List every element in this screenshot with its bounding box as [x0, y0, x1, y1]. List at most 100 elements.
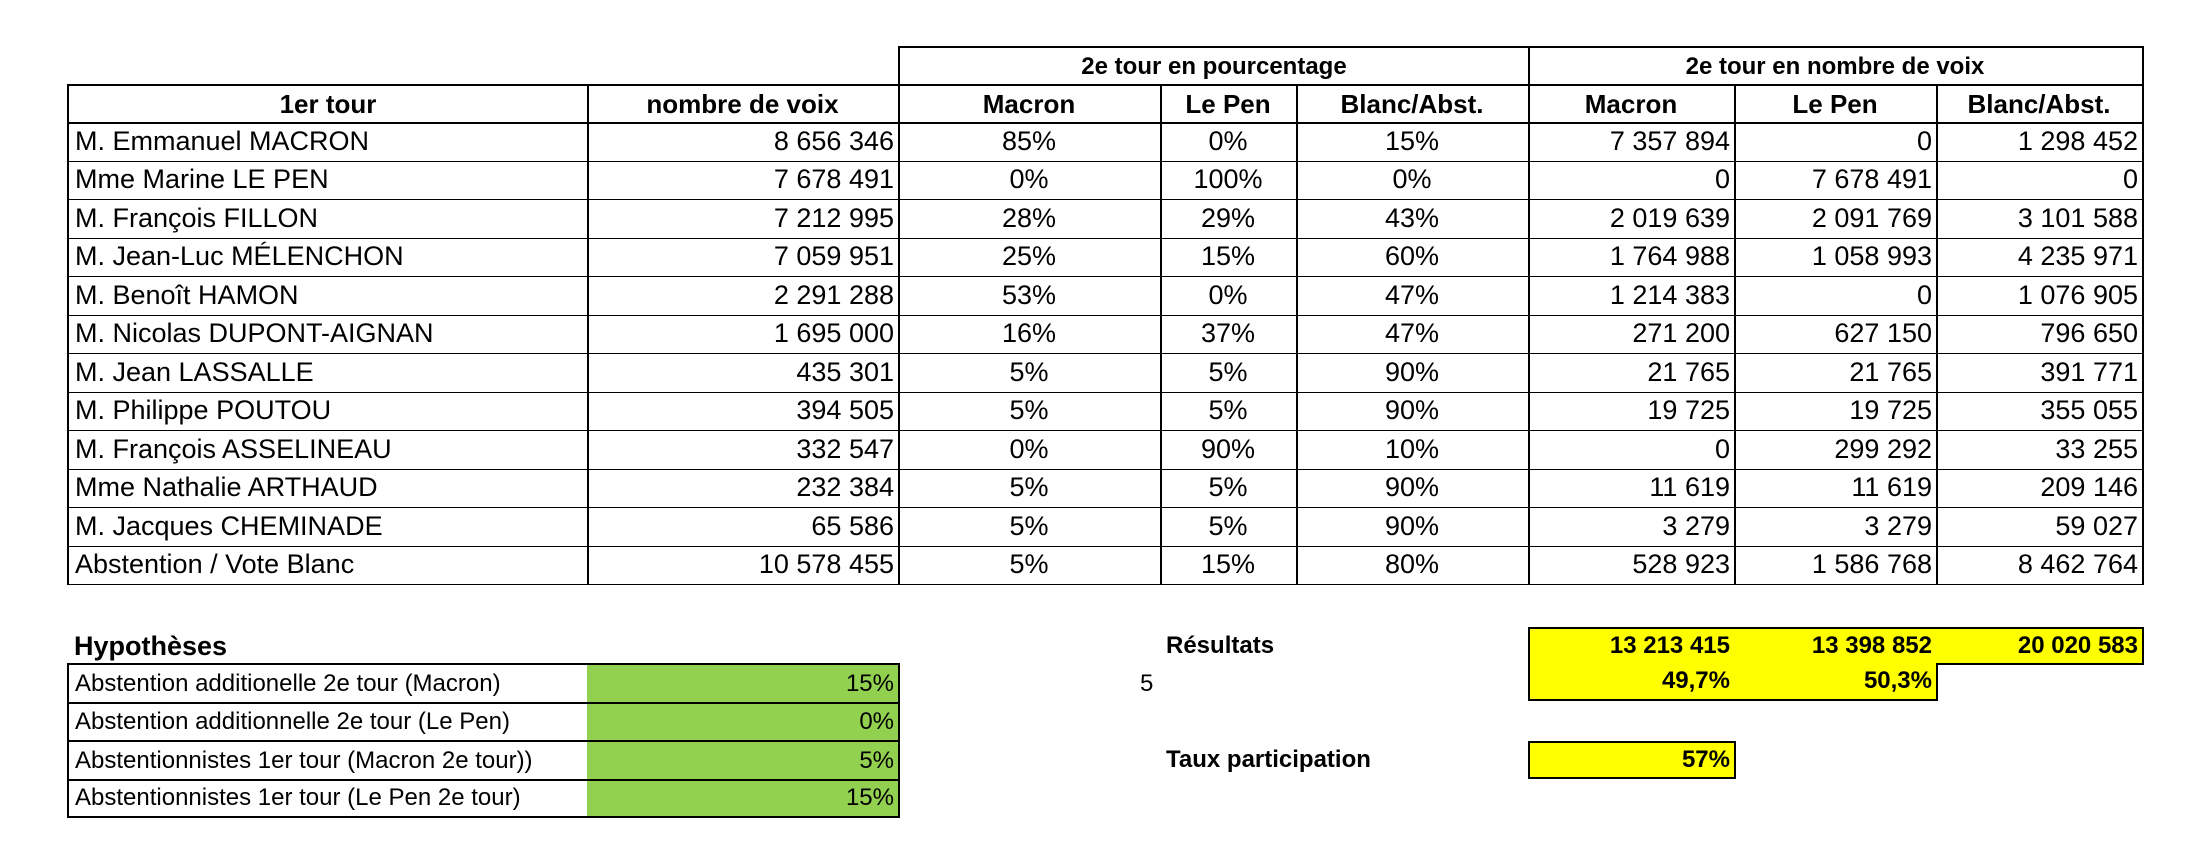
- table-cell-vl[interactable]: 1 586 768: [1734, 545, 1938, 585]
- table-cell-votes[interactable]: 2 291 288: [587, 276, 900, 316]
- table-cell-vl[interactable]: 19 725: [1734, 391, 1938, 431]
- table-cell-pb[interactable]: 90%: [1296, 468, 1530, 508]
- table-cell-vl[interactable]: 2 091 769: [1734, 199, 1938, 239]
- table-cell-name[interactable]: Mme Marine LE PEN: [67, 160, 589, 200]
- table-cell-vl[interactable]: 0: [1734, 122, 1938, 162]
- table-cell-pb[interactable]: 47%: [1296, 314, 1530, 354]
- table-cell-votes[interactable]: 1 695 000: [587, 314, 900, 354]
- table-cell-pm[interactable]: 5%: [898, 468, 1162, 508]
- table-cell-name[interactable]: M. Jean-Luc MÉLENCHON: [67, 237, 589, 277]
- table-cell-vb[interactable]: 4 235 971: [1936, 237, 2144, 277]
- participation-value-cell[interactable]: 57%: [1528, 741, 1736, 779]
- table-cell-name[interactable]: M. Benoît HAMON: [67, 276, 589, 316]
- table-cell-pb[interactable]: 43%: [1296, 199, 1530, 239]
- hypothesis-label[interactable]: Abstentionnistes 1er tour (Le Pen 2e tou…: [67, 778, 589, 818]
- table-cell-pl[interactable]: 90%: [1160, 430, 1298, 470]
- table-cell-pm[interactable]: 85%: [898, 122, 1162, 162]
- table-cell-vm[interactable]: 21 765: [1528, 353, 1736, 393]
- table-cell-vb[interactable]: 3 101 588: [1936, 199, 2144, 239]
- pct-macron-cell[interactable]: 49,7%: [1528, 663, 1736, 701]
- table-cell-name[interactable]: M. François ASSELINEAU: [67, 430, 589, 470]
- table-cell-vb[interactable]: 33 255: [1936, 430, 2144, 470]
- table-cell-pb[interactable]: 90%: [1296, 353, 1530, 393]
- table-cell-pm[interactable]: 0%: [898, 160, 1162, 200]
- table-cell-pl[interactable]: 100%: [1160, 160, 1298, 200]
- table-cell-vm[interactable]: 2 019 639: [1528, 199, 1736, 239]
- table-cell-votes[interactable]: 10 578 455: [587, 545, 900, 585]
- col-first-round-header[interactable]: 1er tour: [67, 84, 589, 124]
- table-cell-vl[interactable]: 627 150: [1734, 314, 1938, 354]
- table-cell-pb[interactable]: 10%: [1296, 430, 1530, 470]
- table-cell-vm[interactable]: 1 214 383: [1528, 276, 1736, 316]
- hypothesis-value[interactable]: 0%: [587, 701, 900, 741]
- table-cell-votes[interactable]: 7 059 951: [587, 237, 900, 277]
- table-cell-name[interactable]: M. François FILLON: [67, 199, 589, 239]
- table-cell-pl[interactable]: 5%: [1160, 353, 1298, 393]
- table-cell-pb[interactable]: 60%: [1296, 237, 1530, 277]
- total-blanc-cell[interactable]: 20 020 583: [1936, 627, 2144, 665]
- group-header-votes[interactable]: 2e tour en nombre de voix: [1528, 46, 2144, 86]
- table-cell-votes[interactable]: 332 547: [587, 430, 900, 470]
- hypothesis-label[interactable]: Abstentionnistes 1er tour (Macron 2e tou…: [67, 740, 589, 780]
- table-cell-votes[interactable]: 8 656 346: [587, 122, 900, 162]
- table-cell-vb[interactable]: 1 298 452: [1936, 122, 2144, 162]
- col-votes-blanc-header[interactable]: Blanc/Abst.: [1936, 84, 2144, 124]
- table-cell-vl[interactable]: 11 619: [1734, 468, 1938, 508]
- hypothesis-value[interactable]: 15%: [587, 778, 900, 818]
- col-pct-blanc-header[interactable]: Blanc/Abst.: [1296, 84, 1530, 124]
- hypothesis-label[interactable]: Abstention additionelle 2e tour (Macron): [67, 663, 589, 703]
- hypothesis-label[interactable]: Abstention additionnelle 2e tour (Le Pen…: [67, 701, 589, 741]
- hypothesis-value[interactable]: 15%: [587, 663, 900, 703]
- table-cell-pm[interactable]: 25%: [898, 237, 1162, 277]
- table-cell-votes[interactable]: 7 678 491: [587, 160, 900, 200]
- table-cell-vl[interactable]: 299 292: [1734, 430, 1938, 470]
- table-cell-votes[interactable]: 232 384: [587, 468, 900, 508]
- table-cell-pm[interactable]: 16%: [898, 314, 1162, 354]
- table-cell-vl[interactable]: 21 765: [1734, 353, 1938, 393]
- table-cell-vb[interactable]: 59 027: [1936, 507, 2144, 547]
- table-cell-pb[interactable]: 0%: [1296, 160, 1530, 200]
- table-cell-votes[interactable]: 65 586: [587, 507, 900, 547]
- table-cell-pb[interactable]: 15%: [1296, 122, 1530, 162]
- table-cell-vm[interactable]: 3 279: [1528, 507, 1736, 547]
- col-pct-macron-header[interactable]: Macron: [898, 84, 1162, 124]
- table-cell-name[interactable]: M. Nicolas DUPONT-AIGNAN: [67, 314, 589, 354]
- table-cell-votes[interactable]: 7 212 995: [587, 199, 900, 239]
- table-cell-pb[interactable]: 90%: [1296, 391, 1530, 431]
- table-cell-pm[interactable]: 53%: [898, 276, 1162, 316]
- table-cell-vl[interactable]: 1 058 993: [1734, 237, 1938, 277]
- results-stray-value[interactable]: 5: [1140, 670, 1154, 697]
- table-cell-vb[interactable]: 796 650: [1936, 314, 2144, 354]
- table-cell-vb[interactable]: 209 146: [1936, 468, 2144, 508]
- table-cell-votes[interactable]: 435 301: [587, 353, 900, 393]
- table-cell-vl[interactable]: 0: [1734, 276, 1938, 316]
- table-cell-pm[interactable]: 0%: [898, 430, 1162, 470]
- table-cell-pb[interactable]: 90%: [1296, 507, 1530, 547]
- table-cell-pl[interactable]: 5%: [1160, 507, 1298, 547]
- table-cell-pm[interactable]: 5%: [898, 507, 1162, 547]
- table-cell-vm[interactable]: 528 923: [1528, 545, 1736, 585]
- table-cell-vb[interactable]: 0: [1936, 160, 2144, 200]
- col-votes-header[interactable]: nombre de voix: [587, 84, 900, 124]
- table-cell-vb[interactable]: 391 771: [1936, 353, 2144, 393]
- table-cell-pb[interactable]: 47%: [1296, 276, 1530, 316]
- table-cell-name[interactable]: Abstention / Vote Blanc: [67, 545, 589, 585]
- table-cell-pl[interactable]: 37%: [1160, 314, 1298, 354]
- table-cell-vb[interactable]: 8 462 764: [1936, 545, 2144, 585]
- col-votes-lepen-header[interactable]: Le Pen: [1734, 84, 1938, 124]
- table-cell-name[interactable]: M. Emmanuel MACRON: [67, 122, 589, 162]
- table-cell-pl[interactable]: 5%: [1160, 468, 1298, 508]
- group-header-percentage[interactable]: 2e tour en pourcentage: [898, 46, 1530, 86]
- table-cell-vm[interactable]: 11 619: [1528, 468, 1736, 508]
- table-cell-vl[interactable]: 7 678 491: [1734, 160, 1938, 200]
- hypothesis-value[interactable]: 5%: [587, 740, 900, 780]
- table-cell-pm[interactable]: 28%: [898, 199, 1162, 239]
- table-cell-name[interactable]: M. Jacques CHEMINADE: [67, 507, 589, 547]
- table-cell-vm[interactable]: 1 764 988: [1528, 237, 1736, 277]
- table-cell-pl[interactable]: 29%: [1160, 199, 1298, 239]
- table-cell-pm[interactable]: 5%: [898, 545, 1162, 585]
- table-cell-vm[interactable]: 271 200: [1528, 314, 1736, 354]
- pct-lepen-cell[interactable]: 50,3%: [1734, 663, 1938, 701]
- table-cell-vm[interactable]: 7 357 894: [1528, 122, 1736, 162]
- table-cell-vm[interactable]: 19 725: [1528, 391, 1736, 431]
